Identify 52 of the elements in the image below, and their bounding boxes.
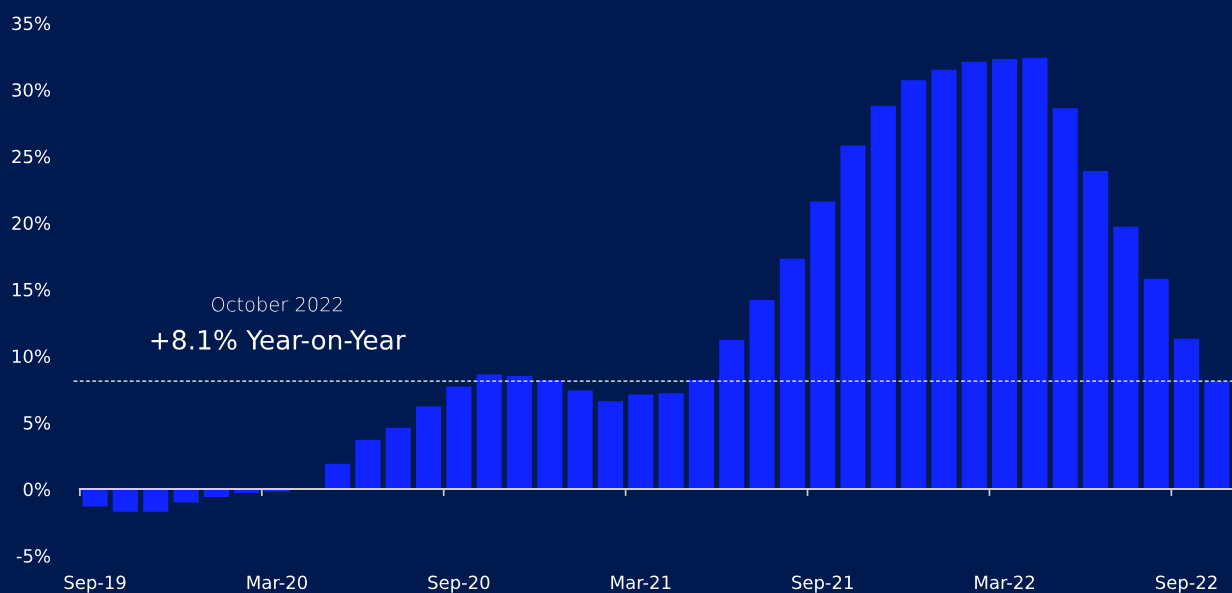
bar xyxy=(1022,57,1048,490)
bar xyxy=(446,386,472,490)
bar xyxy=(779,258,805,490)
bar xyxy=(112,489,138,512)
x-tick-label: Sep-22 xyxy=(1155,575,1217,593)
x-tick-label: Mar-22 xyxy=(975,575,1034,590)
bar xyxy=(385,427,411,490)
bar xyxy=(415,406,442,490)
bar xyxy=(931,69,957,490)
y-tick-label: 0% xyxy=(23,482,51,497)
x-tick-label: Sep-20 xyxy=(428,575,490,593)
y-tick-label: -5% xyxy=(16,549,51,563)
bar xyxy=(1143,278,1169,490)
bar xyxy=(537,379,563,490)
y-tick-label: 25% xyxy=(12,149,51,164)
bar xyxy=(506,375,533,490)
bar xyxy=(1082,170,1109,490)
bar xyxy=(719,339,745,490)
bar xyxy=(628,394,654,490)
bar xyxy=(173,489,199,503)
bar xyxy=(325,463,351,490)
bar xyxy=(82,489,108,507)
y-tick-label: 20% xyxy=(12,216,51,230)
x-tick-label: Sep-19 xyxy=(64,575,126,593)
y-tick-label: 35% xyxy=(12,16,51,31)
annotation: October 2022 xyxy=(212,296,342,312)
x-tick-label: Mar-20 xyxy=(247,575,307,590)
bar xyxy=(597,401,624,490)
bar xyxy=(567,390,593,490)
bar xyxy=(143,489,169,512)
bar xyxy=(688,379,714,490)
bar xyxy=(1204,381,1230,490)
y-tick-label: 5% xyxy=(23,415,51,430)
bar xyxy=(1113,226,1139,490)
bar xyxy=(1052,108,1078,490)
y-tick-label: 10% xyxy=(12,349,51,364)
bar xyxy=(1173,338,1200,490)
bar xyxy=(810,201,836,490)
x-tick-label: Sep-21 xyxy=(792,575,853,593)
bar xyxy=(870,105,896,490)
bar xyxy=(961,61,987,490)
annotation: +8.1% Year-on-Year xyxy=(151,329,406,350)
bar xyxy=(749,300,775,490)
bar xyxy=(658,393,684,490)
y-tick-label: 15% xyxy=(12,282,51,297)
bar xyxy=(992,59,1018,490)
y-tick-label: 30% xyxy=(12,83,51,97)
bar xyxy=(840,145,866,490)
x-tick-label: Mar-21 xyxy=(611,575,671,590)
bar xyxy=(901,80,927,490)
bar xyxy=(476,374,502,490)
bar xyxy=(355,439,381,490)
